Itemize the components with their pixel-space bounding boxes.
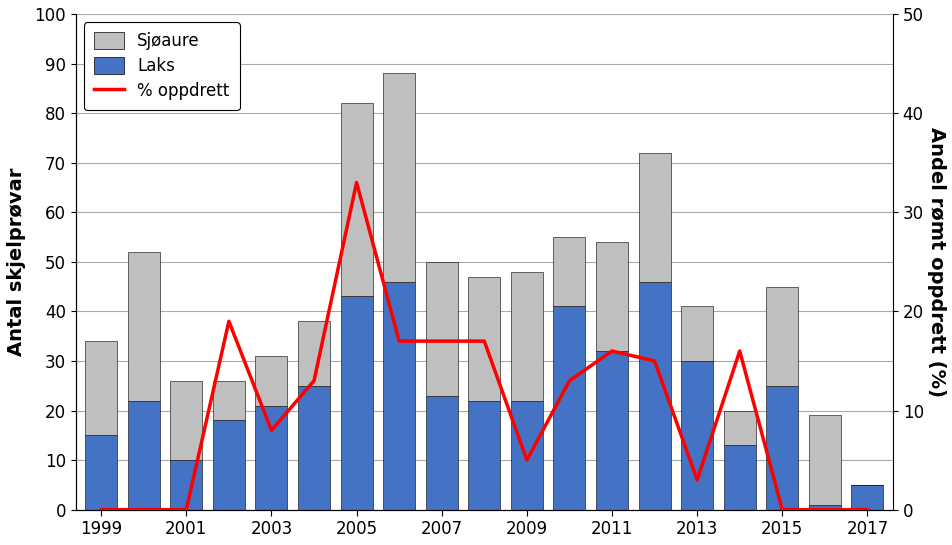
Bar (595, 351, 627, 510)
Bar (426, 396, 457, 510)
Y-axis label: Andel rømt oppdrett (%): Andel rømt oppdrett (%) (926, 127, 945, 397)
Bar (255, 405, 288, 510)
Bar (170, 381, 202, 460)
Bar (255, 356, 288, 405)
Bar (681, 361, 712, 510)
Bar (85, 435, 117, 510)
Bar (808, 415, 840, 505)
Bar (595, 242, 627, 351)
Bar (467, 277, 500, 401)
Bar (128, 252, 160, 401)
Bar (170, 460, 202, 510)
Bar (723, 445, 755, 510)
Bar (128, 401, 160, 510)
Bar (765, 287, 798, 386)
Bar (510, 272, 543, 401)
Legend: Sjøaure, Laks, % oppdrett: Sjøaure, Laks, % oppdrett (84, 22, 239, 110)
Bar (426, 262, 457, 396)
Bar (638, 153, 670, 282)
Bar (553, 306, 585, 510)
Bar (723, 410, 755, 445)
Bar (553, 237, 585, 306)
Bar (383, 74, 415, 282)
Bar (850, 485, 883, 510)
Bar (298, 321, 329, 386)
Bar (467, 401, 500, 510)
Bar (340, 296, 372, 510)
Bar (298, 386, 329, 510)
Bar (681, 306, 712, 361)
Bar (808, 505, 840, 510)
Bar (638, 282, 670, 510)
Bar (383, 282, 415, 510)
Y-axis label: Antal skjelprøvar: Antal skjelprøvar (7, 168, 26, 356)
Bar (212, 381, 245, 420)
Bar (340, 103, 372, 296)
Bar (85, 341, 117, 435)
Bar (212, 420, 245, 510)
Bar (510, 401, 543, 510)
Bar (765, 386, 798, 510)
